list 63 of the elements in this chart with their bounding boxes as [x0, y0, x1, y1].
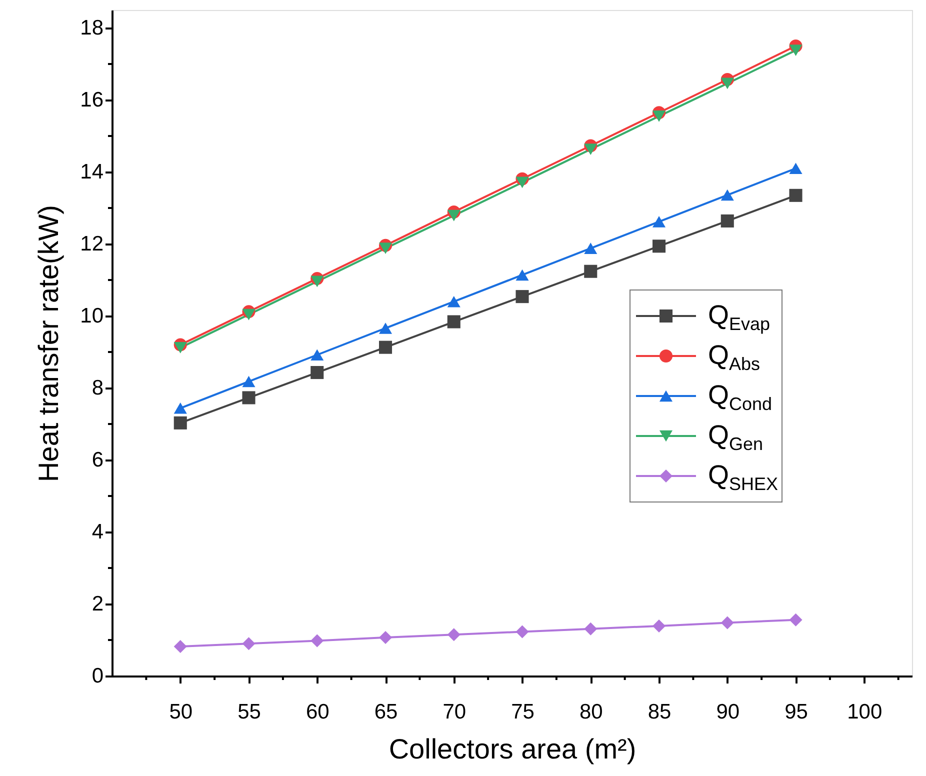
- y-tick-label: 6: [92, 448, 104, 472]
- point: [447, 296, 460, 308]
- point: [516, 176, 529, 188]
- point: [378, 242, 392, 254]
- x-tick-label: 85: [648, 700, 672, 724]
- point: [652, 240, 666, 253]
- point: [242, 391, 256, 404]
- point: [378, 630, 392, 644]
- x-tick-label: 70: [442, 700, 466, 724]
- point: [174, 402, 187, 414]
- point: [516, 625, 529, 638]
- point: [652, 619, 666, 632]
- y-axis-title: Heat transfer rate(kW): [33, 205, 64, 482]
- point: [789, 44, 802, 56]
- point: [174, 416, 187, 430]
- point: [584, 144, 598, 155]
- x-tick-label: 95: [784, 700, 808, 724]
- x-tick-label: 90: [716, 700, 740, 724]
- point: [720, 214, 734, 228]
- point: [584, 622, 598, 636]
- point: [789, 188, 802, 202]
- point: [652, 216, 666, 228]
- y-tick-label: 10: [80, 304, 104, 328]
- x-tick-label: 75: [511, 700, 534, 724]
- point: [584, 264, 598, 278]
- y-tick-label: 12: [80, 232, 104, 256]
- x-tick-label: 80: [579, 700, 603, 724]
- point: [720, 616, 734, 630]
- y-tick-label: 8: [92, 376, 104, 400]
- x-tick-label: 50: [169, 700, 193, 724]
- point: [242, 376, 256, 388]
- point: [720, 78, 734, 90]
- y-tick-label: 18: [80, 16, 104, 40]
- point: [516, 290, 529, 304]
- y-tick-label: 2: [92, 592, 104, 616]
- point: [584, 242, 598, 254]
- y-tick-label: 4: [92, 520, 104, 544]
- point: [310, 366, 324, 380]
- point: [378, 340, 392, 354]
- point: [174, 640, 187, 653]
- point: [242, 308, 256, 320]
- x-tick-label: 55: [238, 700, 261, 724]
- x-tick-label: 60: [306, 700, 330, 724]
- point: [447, 210, 460, 222]
- point: [174, 342, 187, 354]
- point: [242, 637, 256, 650]
- y-tick-label: 16: [80, 88, 104, 112]
- point: [720, 189, 734, 201]
- point: [378, 322, 392, 334]
- y-tick-label: 14: [80, 160, 104, 184]
- point: [310, 634, 324, 648]
- point: [652, 110, 666, 122]
- point: [310, 349, 324, 361]
- point: [447, 315, 460, 328]
- point: [447, 628, 460, 642]
- point: [310, 276, 324, 288]
- x-axis-title: Collectors area (m²): [388, 734, 636, 764]
- y-tick-label: 0: [92, 664, 104, 688]
- x-tick-label: 65: [374, 700, 398, 724]
- x-tick-label: 100: [847, 700, 882, 724]
- point: [516, 269, 529, 281]
- point: [789, 162, 802, 174]
- point: [789, 613, 802, 626]
